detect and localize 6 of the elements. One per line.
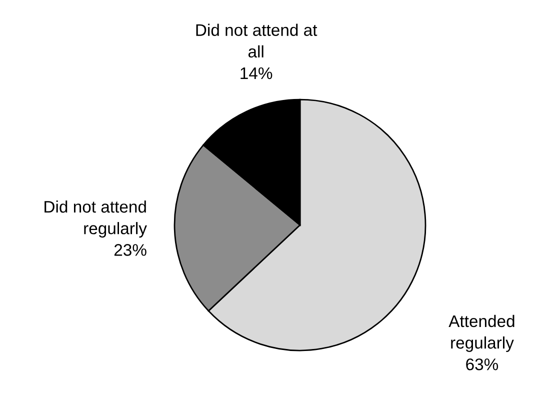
slice-label: Did not attend regularly <box>44 200 147 238</box>
data-label: 63% <box>466 358 498 370</box>
slice-label: Did not attend at all <box>196 24 318 58</box>
slice-label: Attended regularly <box>448 314 514 352</box>
data-label: 14% <box>240 67 272 80</box>
data-label: 23% <box>114 244 146 256</box>
